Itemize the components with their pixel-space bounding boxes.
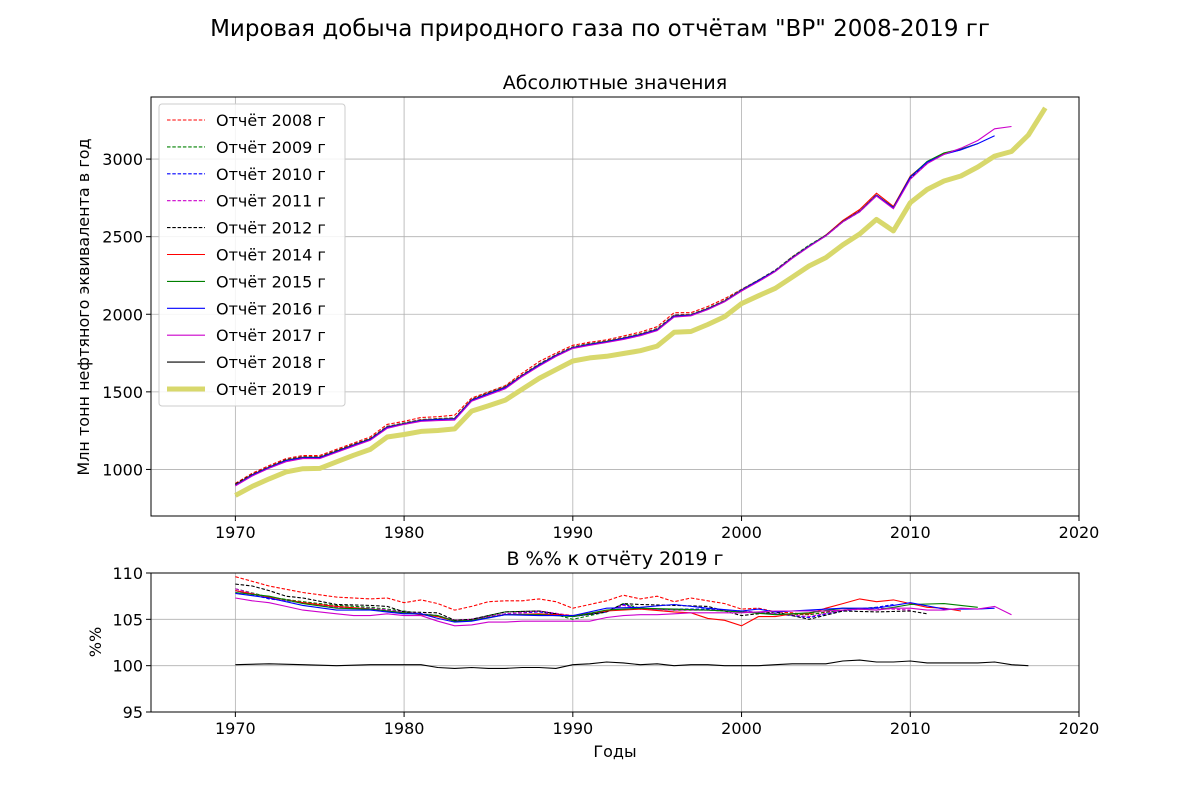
bottom-y-tick-label: 95 — [123, 703, 143, 722]
top-x-tick-label: 2020 — [1059, 523, 1100, 542]
top-y-tick-label: 1000 — [102, 460, 143, 479]
bottom-panel-title: В %% к отчёту 2019 г — [506, 548, 723, 570]
bottom-panel: В %% к отчёту 2019 г %% Годы 1970 1980 199… — [86, 548, 1099, 761]
bottom-series-line-4 — [235, 583, 928, 621]
bottom-series-line-7 — [235, 592, 995, 623]
legend-label: Отчёт 2010 г — [216, 165, 326, 184]
top-panel: Абсолютные значения Млн тонн нефтяного э… — [74, 72, 1099, 542]
legend-label: Отчёт 2019 г — [216, 380, 326, 399]
top-series-line-9 — [235, 133, 1029, 496]
bottom-x-tick-label: 2020 — [1059, 719, 1100, 738]
legend-label: Отчёт 2017 г — [216, 326, 326, 345]
legend-label: Отчёт 2008 г — [216, 111, 326, 130]
top-tick-labels: 1970 1980 1990 2000 2010 2020 1000 1500 2000 2500… — [102, 150, 1099, 542]
top-plot-frame — [150, 96, 1080, 517]
legend: Отчёт 2008 г Отчёт 2009 г Отчёт 2010 г Отчё… — [158, 103, 346, 407]
bottom-series-line-8 — [235, 597, 1012, 627]
top-y-tick-label: 1500 — [102, 383, 143, 402]
top-y-tick-label: 2500 — [102, 228, 143, 247]
bottom-plot-frame — [150, 572, 1080, 713]
bottom-tick-labels: 1970 1980 1990 2000 2010 2020 95 100 105 110 — [112, 564, 1099, 738]
bottom-x-tick-label: 2010 — [890, 719, 931, 738]
bottom-x-tick-label: 2000 — [721, 719, 762, 738]
legend-label: Отчёт 2018 г — [216, 353, 326, 372]
top-y-tick-label: 2000 — [102, 305, 143, 324]
bottom-x-tick-label: 1970 — [215, 719, 256, 738]
top-x-tick-label: 1990 — [552, 523, 593, 542]
figure-title: Мировая добыча природного газа по отчёта… — [210, 16, 990, 42]
bottom-grid — [151, 572, 1080, 713]
top-series-group — [234, 106, 1048, 498]
legend-label: Отчёт 2012 г — [216, 219, 326, 238]
top-x-tick-label: 1980 — [384, 523, 425, 542]
bottom-y-axis-label: %% — [86, 627, 105, 657]
legend-label: Отчёт 2014 г — [216, 246, 326, 265]
legend-label: Отчёт 2009 г — [216, 138, 326, 157]
legend-box — [158, 103, 346, 407]
legend-label: Отчёт 2011 г — [216, 192, 326, 211]
bottom-y-tick-label: 100 — [112, 657, 143, 676]
top-x-tick-label: 2000 — [721, 523, 762, 542]
bottom-x-tick-label: 1980 — [384, 719, 425, 738]
top-series-line-10 — [234, 106, 1048, 498]
bottom-x-tick-label: 1990 — [552, 719, 593, 738]
top-y-axis-label: Млн тонн нефтяного эквивалента в год — [74, 138, 93, 475]
top-x-tick-label: 2010 — [890, 523, 931, 542]
top-series-line-8 — [235, 125, 1012, 487]
top-panel-title: Абсолютные значения — [503, 72, 727, 94]
top-y-tick-label: 3000 — [102, 150, 143, 169]
legend-label: Отчёт 2016 г — [216, 299, 326, 318]
bottom-x-axis-label: Годы — [593, 742, 636, 761]
bottom-series-group — [235, 576, 1029, 669]
top-series-line-7 — [235, 135, 995, 486]
bottom-y-tick-label: 110 — [112, 564, 143, 583]
bottom-series-line-9 — [235, 659, 1029, 669]
top-x-tick-label: 1970 — [215, 523, 256, 542]
legend-label: Отчёт 2015 г — [216, 272, 326, 291]
bottom-y-tick-label: 105 — [112, 610, 143, 629]
